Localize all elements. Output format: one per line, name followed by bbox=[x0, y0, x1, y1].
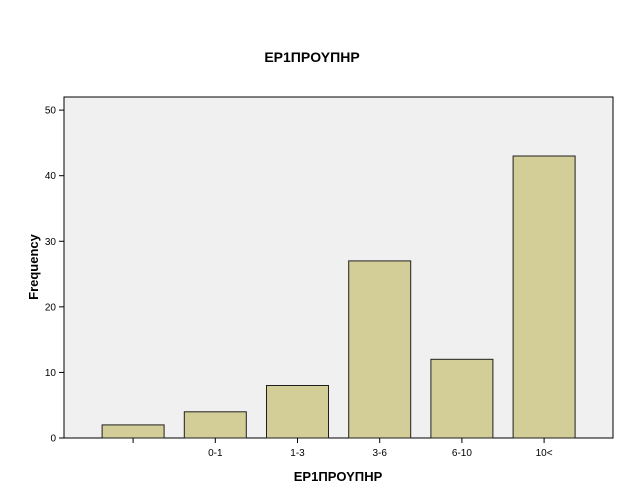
y-axis-label: Frequency bbox=[26, 233, 41, 300]
bar bbox=[430, 358, 494, 439]
x-tick-label: 3-6 bbox=[372, 448, 387, 459]
x-tick-label: 10< bbox=[536, 448, 553, 459]
axes-group: 0-1 1-3 3-6 6-10 10< 0 10 20 30 40 50 bbox=[45, 106, 553, 459]
y-tick-label: 50 bbox=[45, 106, 57, 117]
y-tick-label: 10 bbox=[45, 368, 57, 379]
bar bbox=[101, 424, 165, 439]
x-tick-label: 0-1 bbox=[208, 448, 223, 459]
y-tick-label: 20 bbox=[45, 302, 57, 313]
y-tick-label: 0 bbox=[50, 434, 56, 445]
x-axis-label: ΕΡ1ΠΡΟΥΠΗΡ bbox=[294, 469, 383, 484]
y-tick-label: 40 bbox=[45, 171, 57, 182]
x-tick-label: 1-3 bbox=[290, 448, 305, 459]
x-tick-label: 6-10 bbox=[452, 448, 472, 459]
bar bbox=[183, 411, 247, 439]
bar bbox=[266, 385, 329, 439]
y-tick-label: 30 bbox=[45, 237, 57, 248]
bar bbox=[348, 260, 412, 439]
bars-group bbox=[101, 155, 576, 439]
chart-title: ΕΡ1ΠΡΟΥΠΗΡ bbox=[264, 49, 359, 65]
bar bbox=[512, 155, 576, 439]
